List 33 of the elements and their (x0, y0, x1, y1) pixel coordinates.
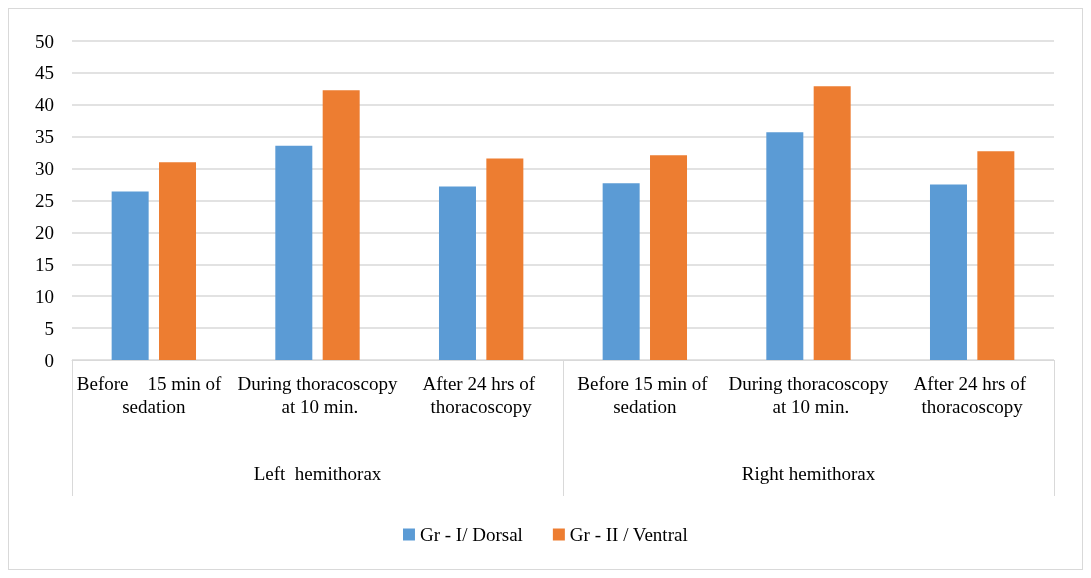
y-tick-label: 0 (44, 349, 54, 371)
y-tick-label: 45 (35, 62, 54, 84)
y-tick-label: 30 (35, 158, 54, 180)
bar (275, 145, 313, 360)
y-tick-label: 35 (35, 126, 54, 148)
bar (813, 86, 851, 360)
text: Left hemithorax (253, 463, 382, 484)
bar (766, 132, 804, 360)
y-tick-label: 25 (35, 190, 54, 211)
y-tick-label: 5 (44, 317, 54, 339)
y-tick-label: 20 (35, 221, 54, 243)
y-tick-label: 40 (35, 94, 54, 116)
bar (977, 151, 1015, 360)
y-tick-label: 50 (35, 30, 54, 52)
text: Right hemithorax (741, 463, 876, 484)
bar (438, 186, 476, 360)
y-tick-label: 15 (35, 253, 54, 275)
bar (322, 90, 360, 360)
bar (650, 155, 688, 360)
x-tick-label: After 24 hrs of thoracoscopy (913, 373, 1031, 417)
bar (486, 158, 524, 360)
x-tick-label: During thoracoscopy at 10 min. (728, 373, 889, 417)
bar (929, 184, 967, 360)
x-tick-label: During thoracoscopy at 10 min. (237, 373, 398, 417)
bar (602, 183, 640, 360)
x-tick-label: Before 15 min of sedation (577, 373, 713, 417)
x-tick-label: Before 15 min of sedation (76, 373, 231, 417)
bar (159, 162, 197, 360)
legend-label: Gr - I/ Dorsal (419, 524, 523, 545)
legend-label: Gr - II / Ventral (569, 524, 688, 545)
x-tick-label: After 24 hrs of thoracoscopy (422, 373, 540, 417)
y-tick-label: 10 (35, 285, 54, 307)
bar (111, 191, 149, 360)
